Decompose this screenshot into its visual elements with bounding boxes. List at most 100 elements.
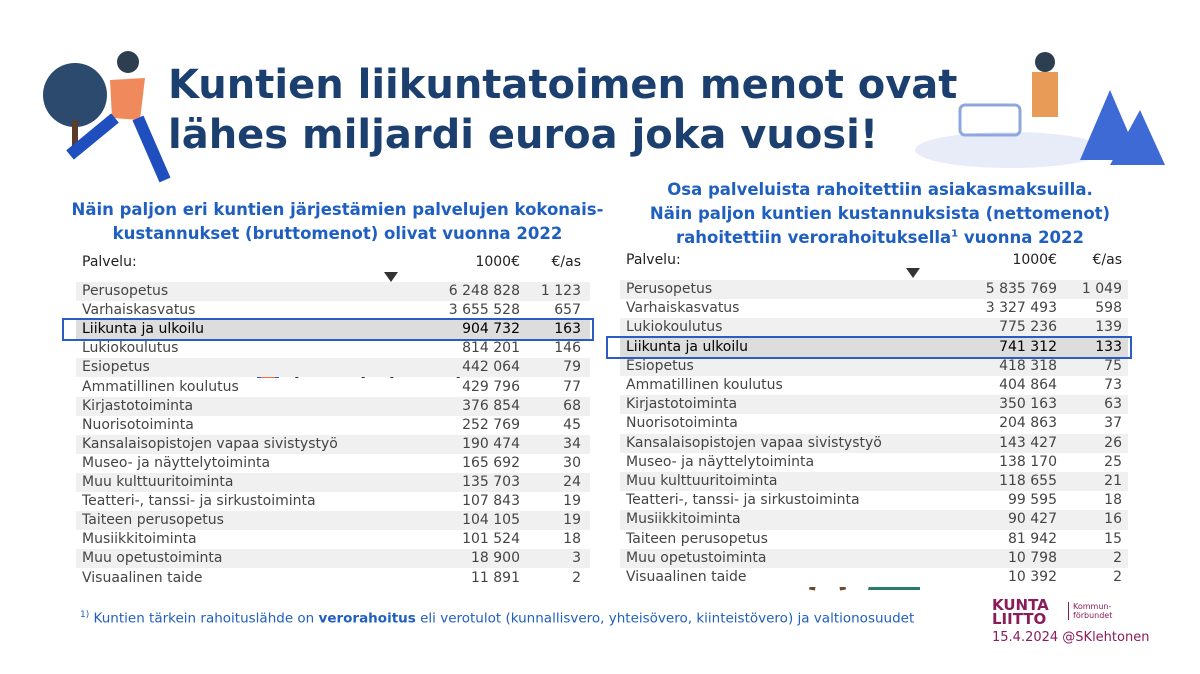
left-subtitle: kustannukset (bruttomenot) olivat vuonna… <box>112 224 563 243</box>
cell: 45 <box>563 416 581 433</box>
row-bg <box>620 337 1128 357</box>
highlight-box <box>62 318 594 342</box>
row-bg <box>620 318 1128 338</box>
hiker-head <box>1035 52 1055 72</box>
cell: 775 236 <box>999 319 1057 336</box>
row-bg <box>76 530 590 550</box>
footnote: 1) Kuntien tärkein rahoituslähde on vero… <box>80 610 914 627</box>
cell: Ammatillinen koulutus <box>82 378 239 395</box>
title-line: lähes miljardi euroa joka vuosi! <box>168 112 879 158</box>
cell: 135 703 <box>462 474 520 490</box>
row-bg <box>620 395 1128 415</box>
cell: 6 248 828 <box>448 283 520 299</box>
ground <box>915 132 1105 168</box>
cell: Taiteen perusopetus <box>626 530 768 547</box>
cell: 30 <box>563 454 581 471</box>
cell: Kirjastotoiminta <box>82 397 194 414</box>
superscript: 1 <box>951 228 959 240</box>
cell: 19 <box>563 493 581 510</box>
cell: Ammatillinen koulutus <box>626 377 783 393</box>
cell: 26 <box>1104 434 1122 451</box>
cell: 3 655 528 <box>448 302 520 319</box>
row-bg <box>76 453 590 473</box>
cell: Nuorisotoiminta <box>626 415 738 432</box>
highlight-box <box>606 335 1132 359</box>
cell: 11 891 <box>471 569 520 586</box>
cell: 77 <box>563 378 581 395</box>
cell: 73 <box>1104 377 1122 393</box>
cell: 68 <box>563 397 581 414</box>
row-bg <box>620 491 1128 511</box>
text: eli verotulot (kunnallisvero, yhteisöver… <box>415 610 915 627</box>
row-bg <box>76 473 590 493</box>
row-bg <box>620 299 1128 319</box>
cell: 904 732 <box>462 321 520 338</box>
cell: 104 105 <box>462 512 520 529</box>
row-bg <box>620 529 1128 549</box>
runner-legs <box>66 113 171 183</box>
cell: Esiopetus <box>626 357 694 374</box>
cell: 63 <box>1104 396 1122 413</box>
row-bg <box>620 414 1128 434</box>
cell: 19 <box>563 512 581 529</box>
row-bg <box>620 433 1128 453</box>
cell: Lukiokoulutus <box>82 340 179 357</box>
row-bg <box>620 356 1128 376</box>
right-subtitle: Osa palveluista rahoitettiin asiakasmaks… <box>667 180 1093 199</box>
cell: Esiopetus <box>82 359 150 376</box>
row-bg <box>620 568 1128 588</box>
cell: 143 427 <box>999 434 1057 451</box>
cell: 2 <box>1113 549 1122 566</box>
logo-line: LIITTO <box>992 610 1047 628</box>
sort-arrow <box>906 268 920 278</box>
column-header: Palvelu: <box>82 254 137 270</box>
cell: Museo- ja näyttelytoiminta <box>626 453 815 470</box>
cell: 1 123 <box>540 283 581 299</box>
text: rahoitettiin verorahoituksella <box>675 228 952 247</box>
cell: 252 769 <box>462 416 520 433</box>
cell: 101 524 <box>462 531 520 548</box>
cell: 418 318 <box>999 357 1057 374</box>
cell: 190 474 <box>462 435 520 452</box>
column-header: €/as <box>551 254 582 270</box>
cell: 37 <box>1104 415 1122 432</box>
row-bg <box>620 548 1128 568</box>
cell: 5 835 769 <box>985 281 1057 297</box>
cell: 2 <box>572 569 581 586</box>
cell: 24 <box>563 474 581 490</box>
runner-body <box>110 78 145 120</box>
cell: 75 <box>1104 357 1122 374</box>
cell: Museo- ja näyttelytoiminta <box>82 454 271 471</box>
row-bg <box>76 492 590 512</box>
cell: 18 <box>1104 492 1122 509</box>
row-bg <box>620 452 1128 472</box>
row-bg <box>76 377 590 397</box>
cell: Nuorisotoiminta <box>82 416 194 433</box>
cell: 429 796 <box>462 378 520 395</box>
left-subtitle: Näin paljon eri kuntien järjestämien pal… <box>71 200 604 219</box>
cell: Kansalaisopistojen vapaa sivistystyö <box>82 435 338 452</box>
cell: Lukiokoulutus <box>626 319 723 336</box>
title-line: Kuntien liikuntatoimen menot ovat <box>168 62 958 108</box>
cell: Visuaalinen taide <box>82 569 203 586</box>
row-bg <box>76 396 590 416</box>
cell: Varhaiskasvatus <box>626 300 740 317</box>
cell: 118 655 <box>999 473 1057 489</box>
row-bg <box>620 472 1128 492</box>
row-bg <box>76 301 590 321</box>
column-header: €/as <box>1092 252 1123 268</box>
column-header: 1000€ <box>1012 252 1057 268</box>
row-bg <box>76 339 590 359</box>
row-bg <box>76 415 590 435</box>
cell: 163 <box>554 321 581 338</box>
cell: 376 854 <box>462 397 520 414</box>
cell: Kirjastotoiminta <box>626 396 738 413</box>
text: Kuntien tärkein rahoituslähde on <box>93 610 319 627</box>
cell: Teatteri-, tanssi- ja sirkustoiminta <box>626 492 860 509</box>
cell: 204 863 <box>999 415 1057 432</box>
row-bg <box>76 434 590 454</box>
cell: Visuaalinen taide <box>626 569 747 585</box>
cell: 350 163 <box>999 396 1057 413</box>
cell: 15 <box>1104 530 1122 547</box>
cell: 21 <box>1104 473 1122 489</box>
